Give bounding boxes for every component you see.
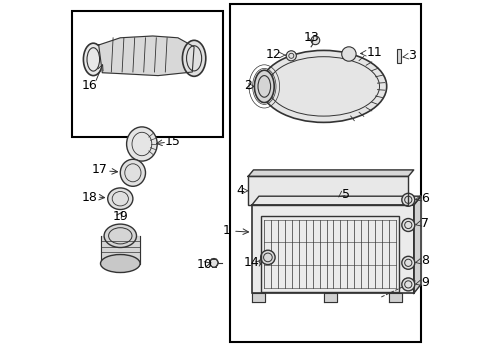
Polygon shape — [251, 205, 413, 293]
Text: 9: 9 — [420, 276, 428, 289]
Bar — [251, 205, 413, 293]
Circle shape — [285, 51, 296, 61]
Bar — [260, 216, 399, 292]
Text: 14: 14 — [244, 256, 259, 269]
Text: 18: 18 — [81, 191, 98, 204]
Polygon shape — [251, 196, 420, 205]
Ellipse shape — [101, 255, 140, 273]
Circle shape — [310, 36, 319, 45]
Polygon shape — [247, 170, 413, 176]
Text: 19: 19 — [112, 210, 128, 222]
Circle shape — [401, 256, 414, 269]
Text: 4: 4 — [236, 184, 244, 197]
Ellipse shape — [254, 70, 274, 103]
Circle shape — [401, 193, 414, 206]
Polygon shape — [99, 36, 194, 76]
Text: 2: 2 — [244, 79, 251, 92]
Text: 10: 10 — [196, 258, 212, 271]
Polygon shape — [413, 196, 420, 293]
Text: 17: 17 — [92, 163, 107, 176]
Circle shape — [209, 258, 218, 267]
Circle shape — [401, 219, 414, 231]
Text: 8: 8 — [420, 255, 428, 267]
Circle shape — [260, 250, 275, 265]
Ellipse shape — [107, 188, 133, 210]
Polygon shape — [247, 176, 407, 205]
Bar — [397, 49, 400, 63]
Bar — [230, 4, 420, 342]
Text: 13: 13 — [303, 31, 318, 44]
Ellipse shape — [104, 224, 136, 248]
Ellipse shape — [120, 159, 145, 186]
Polygon shape — [252, 293, 265, 302]
Text: 16: 16 — [81, 79, 98, 92]
Bar — [72, 11, 223, 137]
Circle shape — [401, 278, 414, 291]
Ellipse shape — [126, 127, 157, 161]
Text: 11: 11 — [366, 46, 382, 59]
Ellipse shape — [83, 43, 103, 76]
Text: 1: 1 — [222, 224, 230, 237]
Polygon shape — [388, 293, 401, 302]
Text: 7: 7 — [420, 217, 428, 230]
Polygon shape — [324, 293, 337, 302]
Text: 12: 12 — [265, 48, 281, 61]
Text: 3: 3 — [407, 49, 415, 62]
Polygon shape — [101, 236, 140, 264]
Text: 6: 6 — [420, 192, 428, 204]
Ellipse shape — [260, 50, 386, 122]
Bar — [247, 176, 407, 205]
Text: 15: 15 — [164, 135, 180, 148]
Circle shape — [341, 47, 355, 61]
Text: 5: 5 — [341, 188, 349, 201]
Ellipse shape — [182, 40, 205, 76]
